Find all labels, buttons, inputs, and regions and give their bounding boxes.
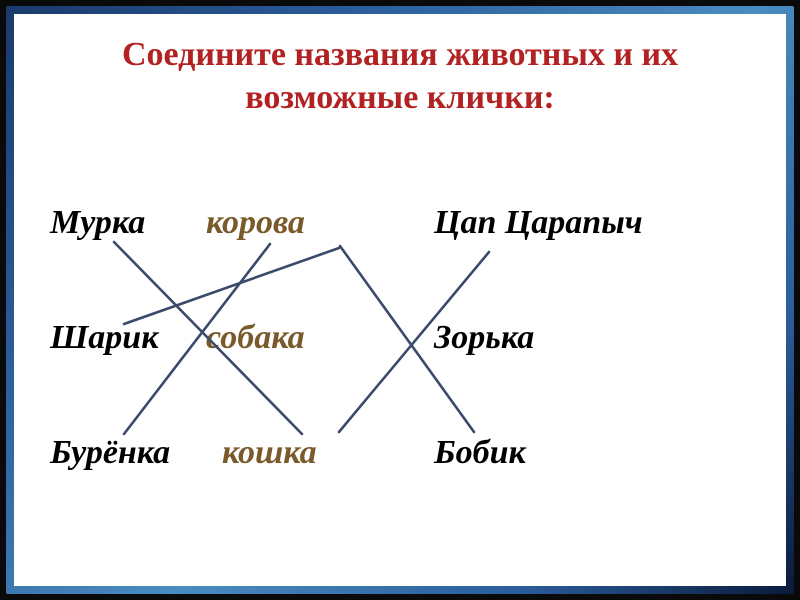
slide-content: Соедините названия животных и их возможн…: [14, 14, 786, 586]
title-line-2: возможные клички:: [245, 79, 555, 116]
nickname-zorka: Зорька: [434, 319, 534, 357]
title-line-1: Соедините названия животных и их: [122, 36, 678, 73]
animal-sobaka: собака: [206, 319, 305, 357]
nickname-murka: Мурка: [50, 204, 145, 242]
slide-frame: Соедините названия животных и их возможн…: [6, 6, 794, 594]
nickname-burenka: Бурёнка: [50, 434, 170, 472]
slide-title: Соедините названия животных и их возможн…: [14, 34, 786, 119]
nickname-tsap: Цап Царапыч: [434, 204, 643, 242]
nickname-sharik: Шарик: [50, 319, 158, 357]
animal-koshka: кошка: [222, 434, 317, 472]
nickname-bobik: Бобик: [434, 434, 526, 472]
animal-korova: корова: [206, 204, 305, 242]
connection-line: [124, 248, 339, 324]
